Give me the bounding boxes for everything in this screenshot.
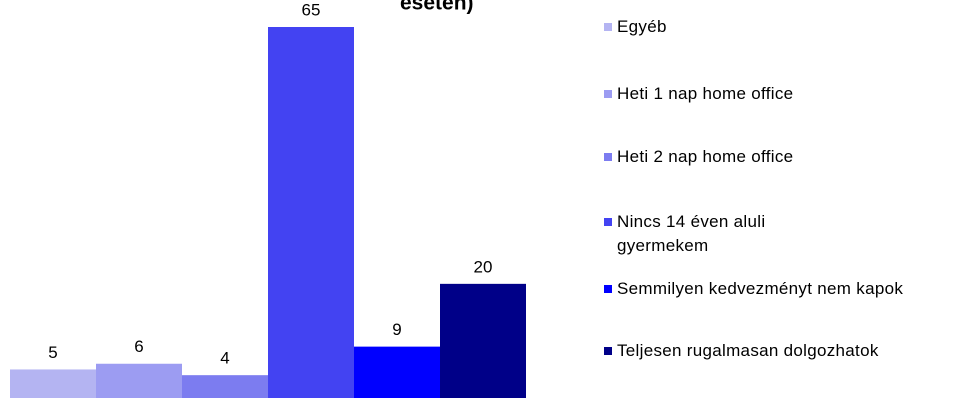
legend-label: Teljesen rugalmasan dolgozhatok (617, 341, 879, 360)
bar (440, 283, 526, 398)
legend-label: Heti 1 nap home office (617, 84, 794, 103)
chart-title: esetén) (400, 0, 474, 15)
legend-item: Nincs 14 éven aluli gyermekem (604, 210, 854, 258)
legend-label: Semmilyen kedvezményt nem kapok (617, 279, 904, 298)
chart: esetén) 5 6 4 65 9 20 (10, 0, 526, 398)
legend-item: Egyéb (604, 15, 964, 39)
legend-item: Heti 2 nap home office (604, 145, 964, 169)
bar (268, 27, 354, 398)
data-label: 4 (220, 349, 229, 368)
legend-item: Semmilyen kedvezményt nem kapok (604, 277, 964, 301)
legend-swatch (604, 23, 612, 31)
bar (96, 363, 182, 398)
legend-swatch (604, 347, 612, 355)
legend: Egyéb Heti 1 nap home office Heti 2 nap ho… (604, 0, 971, 401)
legend-label: Nincs 14 éven aluli gyermekem (617, 212, 766, 255)
data-label: 5 (48, 343, 57, 362)
legend-item: Teljesen rugalmasan dolgozhatok (604, 339, 964, 363)
legend-item: Heti 1 nap home office (604, 82, 964, 106)
legend-label: Egyéb (617, 17, 667, 36)
bar (354, 346, 440, 398)
bar (10, 369, 96, 398)
data-label: 20 (474, 257, 493, 276)
legend-label: Heti 2 nap home office (617, 147, 794, 166)
legend-swatch (604, 153, 612, 161)
legend-swatch (604, 285, 612, 293)
data-label: 6 (134, 337, 143, 356)
legend-swatch (604, 218, 612, 226)
legend-swatch (604, 90, 612, 98)
data-label: 65 (302, 0, 321, 19)
bar (182, 375, 268, 398)
data-label: 9 (392, 320, 401, 339)
